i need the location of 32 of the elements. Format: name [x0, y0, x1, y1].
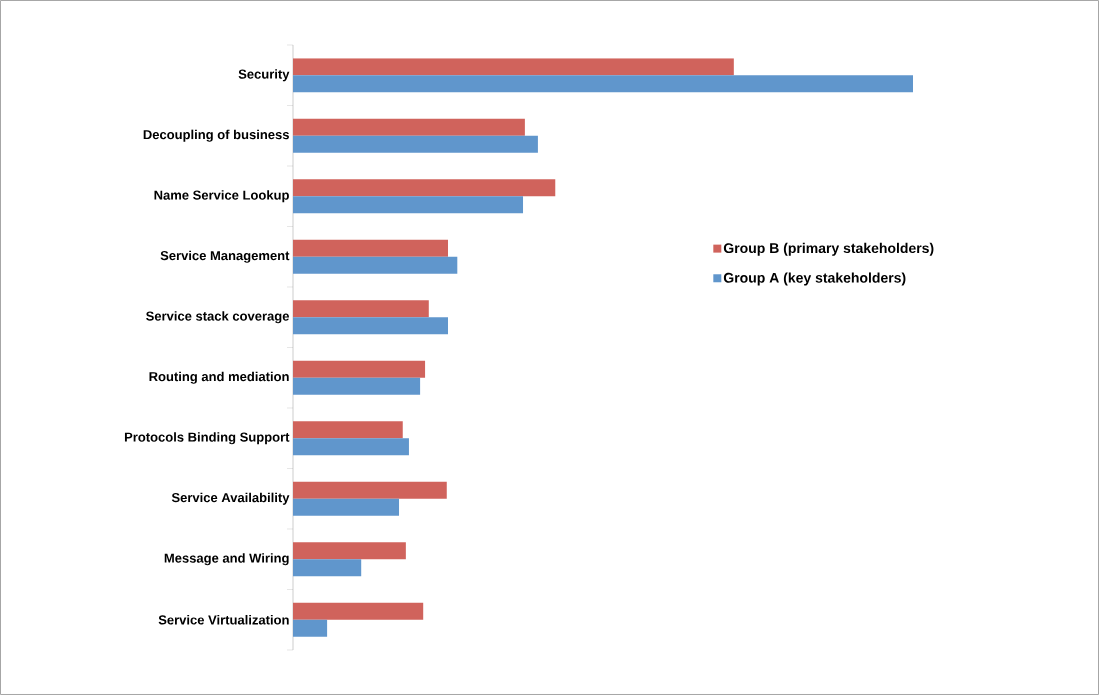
bar: [293, 619, 328, 637]
bar: [293, 421, 403, 439]
bar: [293, 317, 449, 335]
y-tick-label: Message and Wiring: [164, 553, 289, 566]
y-tick-label: Decoupling of business: [143, 129, 289, 142]
y-tick-label: Security: [238, 69, 290, 82]
bar: [293, 135, 538, 153]
bar: [293, 360, 426, 378]
bar: [293, 498, 400, 516]
y-tick-label: Name Service Lookup: [154, 190, 289, 203]
bar: [293, 58, 734, 76]
bar: [293, 377, 421, 395]
bar: [293, 75, 913, 93]
bar: [293, 300, 429, 318]
legend-label: Group A (key stakeholders): [723, 272, 906, 286]
y-tick-label: Routing and mediation: [149, 371, 289, 384]
bar: [293, 179, 556, 197]
y-tick-label: Service Virtualization: [158, 614, 289, 625]
bar: [293, 542, 406, 560]
y-tick-label: Service Availability: [171, 492, 290, 505]
bar: [293, 196, 524, 214]
bar: [293, 602, 424, 620]
y-tick-label: Protocols Binding Support: [124, 432, 290, 445]
bar: [293, 256, 458, 274]
legend-label: Group B (primary stakeholders): [723, 242, 934, 256]
y-tick-label: Service Management: [160, 250, 290, 263]
bar: [293, 118, 525, 136]
bar: [293, 481, 447, 499]
bar: [293, 559, 362, 577]
bar: [293, 239, 449, 257]
bar: [293, 438, 409, 456]
y-tick-label: Service stack coverage: [146, 311, 289, 324]
